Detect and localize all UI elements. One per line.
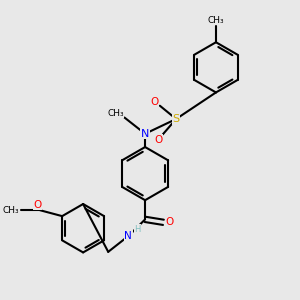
Text: CH₃: CH₃ — [2, 206, 19, 215]
Text: O: O — [34, 200, 42, 210]
Text: CH₃: CH₃ — [208, 16, 224, 25]
Text: H: H — [134, 225, 140, 234]
Text: CH₃: CH₃ — [107, 109, 124, 118]
Text: S: S — [172, 114, 180, 124]
Text: O: O — [150, 97, 159, 107]
Text: N: N — [141, 129, 149, 139]
Text: O: O — [165, 217, 173, 227]
Text: N: N — [124, 231, 132, 241]
Text: O: O — [154, 135, 163, 145]
